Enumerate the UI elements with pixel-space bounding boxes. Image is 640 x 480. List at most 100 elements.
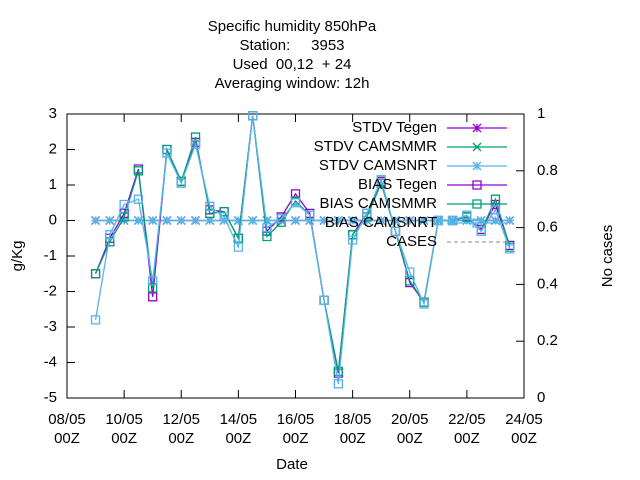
x-tick-label: 18/05 00Z xyxy=(333,411,372,447)
marker xyxy=(419,216,429,225)
marker xyxy=(305,216,315,225)
marker xyxy=(248,111,258,121)
y2-tick-label: 0.6 xyxy=(537,219,558,236)
marker xyxy=(276,214,286,224)
marker xyxy=(490,194,501,204)
marker xyxy=(472,180,482,190)
y-tick-label: 1 xyxy=(49,176,57,193)
series-line xyxy=(94,115,511,384)
legend-label: BIAS CAMSNRT xyxy=(325,214,437,231)
marker xyxy=(119,212,129,222)
y-tick-label: -5 xyxy=(44,389,57,406)
marker xyxy=(262,222,272,233)
marker xyxy=(472,123,482,133)
marker xyxy=(419,299,429,309)
marker xyxy=(472,161,482,171)
marker xyxy=(348,216,358,225)
marker xyxy=(205,216,215,225)
marker xyxy=(105,230,115,240)
marker xyxy=(90,315,101,325)
marker xyxy=(162,148,172,158)
marker xyxy=(148,283,158,293)
x-tick-label: 20/05 00Z xyxy=(390,411,429,447)
marker xyxy=(176,178,186,188)
marker xyxy=(362,208,372,219)
marker xyxy=(190,139,201,149)
marker xyxy=(391,216,400,225)
x-tick-label: 22/05 00Z xyxy=(448,411,486,447)
marker xyxy=(405,276,415,286)
y2-tick-label: 0.4 xyxy=(537,275,558,292)
y-tick-label: 2 xyxy=(49,140,57,157)
y-tick-label: 0 xyxy=(49,211,57,228)
marker xyxy=(162,216,172,225)
x-tick-label: 16/05 00Z xyxy=(276,411,315,447)
y-tick-label: 3 xyxy=(49,105,57,122)
marker xyxy=(276,217,286,227)
marker xyxy=(319,216,329,225)
marker xyxy=(490,216,500,225)
marker xyxy=(376,216,386,225)
chart-title: Used 00,12 + 24 xyxy=(233,56,352,73)
marker xyxy=(305,210,315,220)
marker xyxy=(248,216,258,225)
y2-tick-label: 0.2 xyxy=(537,332,558,349)
x-axis-label: Date xyxy=(276,456,308,473)
marker xyxy=(405,216,415,225)
marker xyxy=(148,292,158,302)
y-tick-label: -2 xyxy=(44,282,57,299)
y2-tick-label: 0.8 xyxy=(537,162,558,179)
marker xyxy=(119,199,129,210)
marker xyxy=(133,216,143,225)
marker xyxy=(433,215,443,226)
marker xyxy=(105,216,115,225)
marker xyxy=(105,237,115,247)
x-tick-label: 10/05 00Z xyxy=(105,411,143,447)
marker xyxy=(176,216,186,225)
marker xyxy=(133,166,144,176)
marker xyxy=(219,212,229,222)
marker xyxy=(148,276,158,286)
marker xyxy=(362,212,372,222)
marker xyxy=(191,216,200,225)
legend-label: CASES xyxy=(386,233,437,250)
marker xyxy=(472,199,482,209)
y-tick-label: -4 xyxy=(44,353,57,370)
series-line xyxy=(94,115,511,372)
x-tick-label: 14/05 00Z xyxy=(219,411,258,447)
legend-label: STDV CAMSNRT xyxy=(319,157,437,174)
marker xyxy=(405,267,415,277)
marker xyxy=(376,175,386,185)
marker xyxy=(476,226,486,236)
marker xyxy=(333,216,343,225)
y-axis-label: g/Kg xyxy=(9,241,26,272)
y2-axis-label: No cases xyxy=(599,225,616,288)
y2-tick-label: 1 xyxy=(537,105,545,122)
marker xyxy=(462,210,472,220)
marker xyxy=(472,218,482,228)
y2-tick-label: 0 xyxy=(537,389,545,406)
marker xyxy=(262,216,272,225)
marker xyxy=(376,178,386,188)
chart-title: Specific humidity 850hPa xyxy=(208,18,377,35)
marker xyxy=(133,194,144,204)
marker xyxy=(319,295,329,306)
y-tick-label: -1 xyxy=(44,247,57,264)
marker xyxy=(233,242,244,252)
legend-label: BIAS CAMSMMR xyxy=(319,195,437,212)
chart-title: Averaging window: 12h xyxy=(215,75,370,92)
y-tick-label: -3 xyxy=(44,318,57,335)
legend-label: STDV CAMSMMR xyxy=(314,138,438,155)
marker xyxy=(205,201,215,211)
marker xyxy=(505,216,515,225)
marker xyxy=(291,216,300,225)
marker xyxy=(505,244,515,254)
marker xyxy=(447,215,458,226)
marker xyxy=(205,208,215,219)
plot-frame xyxy=(66,113,525,399)
marker xyxy=(90,269,101,279)
marker xyxy=(91,216,101,225)
marker xyxy=(347,235,358,245)
